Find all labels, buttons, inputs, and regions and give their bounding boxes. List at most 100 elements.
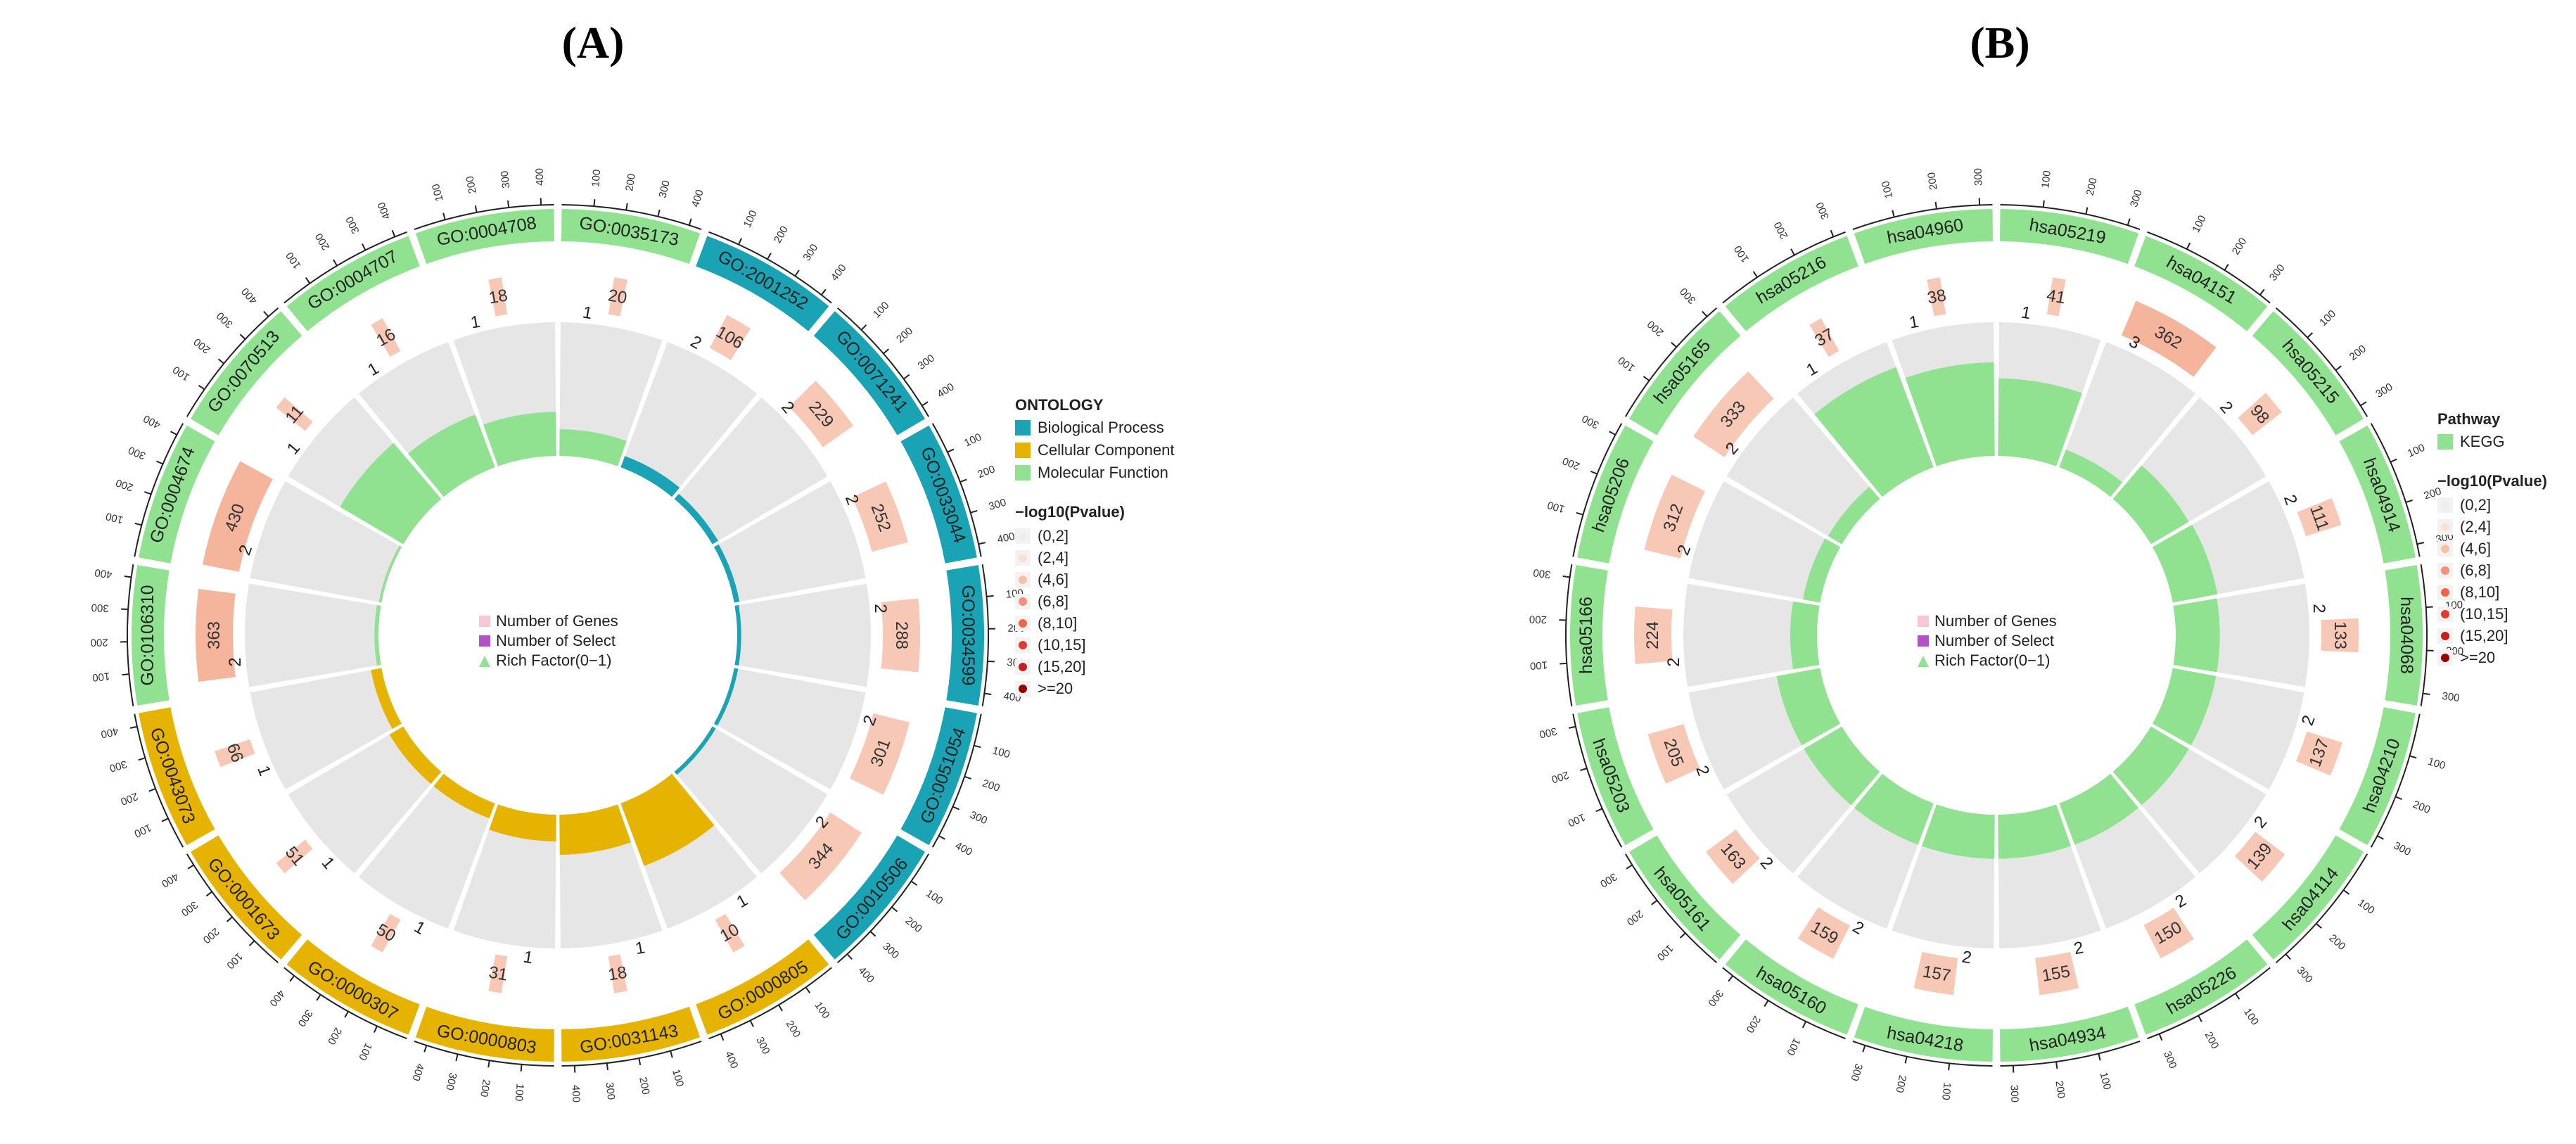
tick-label: 400 — [409, 1062, 426, 1082]
tick-mark — [2127, 218, 2131, 226]
select-count-hsa05160: 2 — [1849, 917, 1867, 939]
tick-axis-go-0004708 — [414, 204, 554, 230]
tick-mark — [1568, 725, 1576, 729]
tick-mark — [1862, 1045, 1866, 1053]
tick-label: 200 — [478, 1079, 492, 1098]
gene-count-hsa05166: 224 — [1643, 621, 1662, 649]
tick-mark — [316, 994, 321, 1001]
rich-bar-go-0004707 — [408, 414, 495, 497]
tick-label: 400 — [935, 381, 956, 400]
tick-mark — [1790, 248, 1795, 256]
tick-mark — [1830, 229, 1835, 237]
tick-mark — [974, 744, 981, 749]
band-go-0071241 — [813, 311, 926, 436]
legend-item: Molecular Function — [1038, 464, 1168, 481]
legend-item: Biological Process — [1038, 419, 1164, 436]
tick-label: 300 — [753, 1035, 772, 1056]
tick-label: 300 — [1678, 285, 1698, 306]
tick-mark — [1892, 210, 1895, 217]
tick-axis-hsa05219 — [2000, 204, 2141, 230]
band-hsa05219 — [2000, 209, 2139, 265]
legend-title: Pathway — [2437, 410, 2501, 428]
tick-label: 100 — [871, 300, 892, 321]
select-count-hsa04934: 2 — [2072, 938, 2085, 958]
tick-mark — [2335, 365, 2342, 371]
tick-mark — [805, 986, 811, 994]
tick-mark — [391, 229, 396, 237]
rich-bar-hsa05206 — [1802, 538, 1841, 603]
select-count-hsa05215: 2 — [2216, 398, 2236, 417]
pvalue-dot — [2441, 545, 2449, 553]
gene-bar-hsa04210 — [2295, 731, 2342, 776]
pvalue-item: (10,15] — [1038, 636, 1086, 654]
pvalue-item: (10,15] — [2460, 605, 2508, 623]
tick-mark — [670, 1050, 673, 1058]
tick-label: 300 — [1972, 168, 1985, 186]
select-count-hsa04114: 2 — [2250, 813, 2271, 832]
pvalue-item: (15,20] — [2460, 627, 2508, 644]
band-go-0051054 — [900, 707, 977, 846]
tick-label: 200 — [2326, 932, 2347, 953]
tick-label: 200 — [464, 175, 478, 195]
tick-mark — [2395, 796, 2403, 801]
tick-label: 300 — [2295, 965, 2315, 986]
select-count-go-0106310: 2 — [226, 657, 245, 666]
sector-bg-go-2001252 — [620, 342, 757, 497]
tick-mark — [1728, 975, 1734, 982]
tick-label: 300 — [91, 602, 109, 614]
term-label-hsa04068: hsa04068 — [2397, 597, 2416, 674]
tick-axis-go-2001252 — [708, 231, 832, 304]
rich-bar-hsa05226 — [2059, 773, 2139, 845]
tick-mark — [869, 931, 876, 937]
gene-bar-hsa05161 — [1706, 830, 1760, 884]
tick-axis-go-0000805 — [708, 967, 832, 1040]
pvalue-item: (0,2] — [1038, 527, 1069, 545]
tick-label: 400 — [829, 262, 849, 283]
band-hsa05203 — [1577, 707, 1654, 846]
tick-axis-hsa04914 — [2370, 423, 2421, 557]
band-go-0000307 — [286, 939, 420, 1035]
tick-label: 200 — [114, 476, 134, 493]
term-label-hsa05166: hsa05166 — [1576, 597, 1596, 674]
tick-label: 300 — [127, 444, 148, 462]
select-count-hsa04210: 2 — [2298, 713, 2319, 728]
legend-b: Pathway KEGG −log10(Pvalue) (0,2] (2,4] (4,6]… — [2437, 410, 2547, 666]
tick-label: 100 — [1566, 811, 1587, 830]
tick-mark — [1679, 932, 1686, 939]
band-go-0070513 — [190, 311, 302, 436]
tick-mark — [455, 1053, 459, 1062]
pvalue-dot — [2441, 588, 2449, 597]
band-hsa04114 — [2252, 835, 2364, 960]
tick-mark — [217, 358, 224, 364]
rich-bar-hsa04960 — [1905, 362, 1995, 466]
tick-mark — [122, 673, 129, 676]
tick-label: 100 — [1546, 499, 1567, 515]
rich-bar-go-0000803 — [489, 804, 556, 841]
band-hsa05161 — [1628, 835, 1741, 960]
gene-bar-go-0004708 — [488, 277, 508, 317]
gene-bar-hsa05216 — [1809, 318, 1839, 357]
select-count-hsa05226: 2 — [2172, 891, 2190, 912]
tick-axis-go-0001673 — [186, 853, 279, 964]
tick-label: 400 — [996, 530, 1016, 546]
tick-axis-hsa05203 — [1572, 713, 1623, 848]
legend-rich-icon — [1918, 656, 1929, 667]
pvalue-dot — [2441, 523, 2449, 531]
tick-label: 300 — [801, 242, 820, 263]
tick-label: 200 — [894, 325, 915, 345]
tick-label: 300 — [443, 1072, 459, 1091]
inner-legend-item: Number of Select — [1934, 632, 2054, 649]
tick-mark — [947, 448, 955, 453]
band-go-0034599 — [946, 565, 984, 706]
band-hsa04210 — [2339, 707, 2416, 846]
tick-label: 300 — [108, 758, 129, 774]
band-hsa04068 — [2385, 565, 2423, 706]
tick-mark — [305, 277, 311, 284]
band-hsa04151 — [2134, 236, 2268, 331]
tick-label: 200 — [2230, 236, 2250, 257]
legend-swatch — [1015, 443, 1031, 458]
gene-bar-hsa04218 — [1913, 951, 1958, 996]
tick-mark — [1702, 310, 1708, 317]
pvalue-dot — [2441, 501, 2449, 509]
